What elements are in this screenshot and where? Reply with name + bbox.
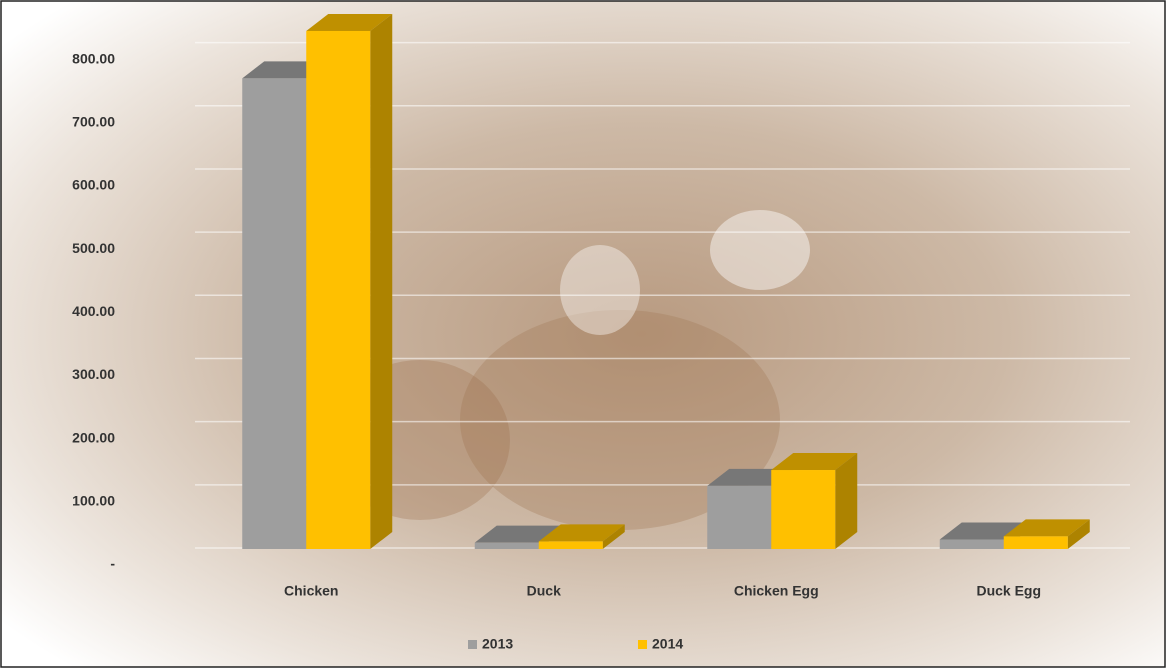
bar [707,485,772,549]
y-tick-label: 600.00 [72,177,115,193]
y-tick-label: - [110,556,115,572]
photo-shade [560,245,640,335]
y-tick-label: 400.00 [72,303,115,319]
x-tick-label: Duck Egg [976,583,1041,599]
legend-swatch [468,640,477,649]
bar-side [602,524,625,549]
x-tick-label: Duck [527,583,561,599]
legend-label: 2013 [482,636,513,652]
bar-top [771,453,858,471]
bar [474,542,539,549]
y-tick-label: 100.00 [72,493,115,509]
bar-3d [306,13,393,549]
bar-3d [1003,519,1090,549]
y-tick-label: 300.00 [72,366,115,382]
bar-side [835,453,858,549]
bar-top [538,524,625,542]
y-tick-label: 500.00 [72,240,115,256]
photo-shade [460,310,780,530]
bar [771,470,836,549]
bar [306,30,371,549]
bar-side [370,13,393,549]
legend-label: 2014 [652,636,683,652]
y-tick-label: 700.00 [72,113,115,129]
y-tick-label: 200.00 [72,429,115,445]
x-tick-label: Chicken [284,583,338,599]
bar-top [306,13,393,31]
bar-top [474,525,561,543]
bar-3d [538,524,625,549]
bar [939,539,1004,549]
bar [1003,536,1068,549]
legend-swatch [638,640,647,649]
bar-top [939,522,1026,540]
bar [538,541,603,549]
x-tick-label: Chicken Egg [734,583,819,599]
y-tick-label: 800.00 [72,50,115,66]
photo-shade [710,210,810,290]
bar-side [1067,519,1090,549]
bar-3d [771,453,858,549]
bar-top [1003,519,1090,537]
bar [242,78,307,549]
